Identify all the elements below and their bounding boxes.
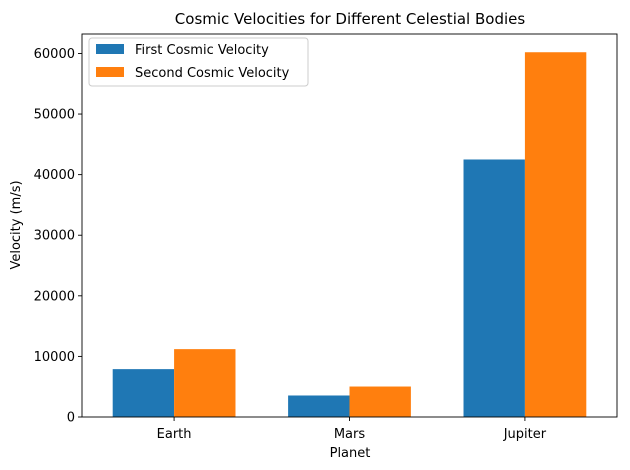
y-tick-label: 30000: [34, 229, 75, 244]
y-tick-label: 40000: [34, 168, 75, 183]
bar-second-mars: [349, 386, 411, 417]
legend-swatch-first: [96, 44, 124, 54]
plot-frame: [81, 33, 618, 418]
y-axis-ticks: 0 10000 20000 30000 40000 50000 60000: [34, 47, 82, 426]
legend-label-second: Second Cosmic Velocity: [135, 66, 290, 81]
x-axis-ticks: Earth Mars Jupiter: [157, 417, 547, 442]
y-tick-label: 60000: [34, 47, 75, 62]
x-axis-label: Planet: [330, 446, 371, 461]
bars-layer: [112, 52, 587, 418]
legend-label-first: First Cosmic Velocity: [135, 43, 269, 58]
bar-first-mars: [288, 395, 350, 417]
y-tick-label: 0: [67, 411, 75, 426]
y-tick-label: 10000: [34, 350, 75, 365]
x-tick-label-mars: Mars: [334, 427, 366, 442]
legend-swatch-second: [96, 67, 124, 77]
chart-title: Cosmic Velocities for Different Celestia…: [175, 10, 526, 28]
legend: First Cosmic Velocity Second Cosmic Velo…: [88, 37, 309, 87]
x-tick-label-earth: Earth: [157, 427, 192, 442]
y-axis-label: Velocity (m/s): [9, 180, 24, 269]
bar-second-earth: [174, 349, 236, 417]
y-tick-label: 20000: [34, 289, 75, 304]
bar-first-earth: [112, 369, 175, 417]
x-tick-label-jupiter: Jupiter: [503, 427, 547, 442]
y-tick-label: 50000: [34, 108, 75, 123]
bar-second-jupiter: [524, 52, 587, 417]
bar-first-jupiter: [463, 159, 525, 418]
legend-frame: [88, 37, 309, 87]
